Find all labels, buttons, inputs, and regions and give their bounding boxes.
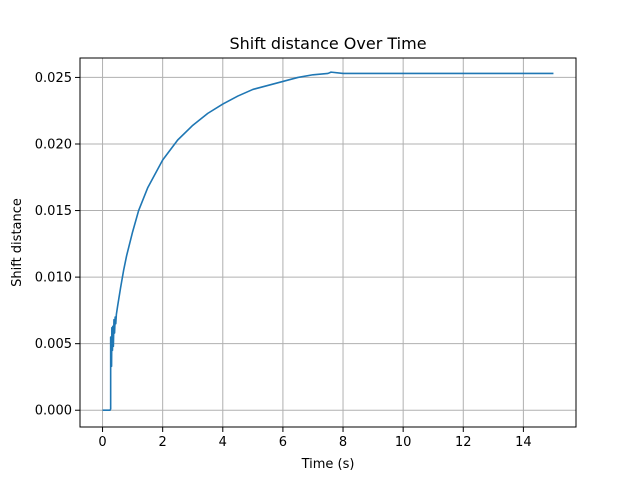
x-tick-label: 10 bbox=[395, 435, 412, 450]
y-tick-label: 0.020 bbox=[35, 137, 72, 152]
x-tick-label: 4 bbox=[219, 435, 227, 450]
x-tick-label: 14 bbox=[515, 435, 532, 450]
chart-title: Shift distance Over Time bbox=[229, 34, 426, 53]
x-axis-label: Time (s) bbox=[301, 457, 355, 472]
y-axis: 0.000 0.005 0.010 0.015 0.020 0.025 bbox=[35, 71, 80, 419]
y-tick-label: 0.015 bbox=[35, 204, 72, 219]
x-tick-label: 6 bbox=[279, 435, 287, 450]
y-tick-label: 0.005 bbox=[35, 337, 72, 352]
x-tick-label: 0 bbox=[98, 435, 106, 450]
series-line bbox=[102, 71, 554, 412]
y-tick-label: 0.025 bbox=[35, 71, 72, 86]
grid bbox=[80, 58, 576, 427]
x-tick-label: 2 bbox=[159, 435, 167, 450]
x-tick-label: 8 bbox=[339, 435, 347, 450]
x-axis: 0 2 4 6 8 10 12 14 bbox=[98, 427, 532, 450]
y-tick-label: 0.010 bbox=[35, 271, 72, 286]
axes-frame bbox=[79, 57, 577, 428]
y-tick-label: 0.000 bbox=[35, 404, 72, 419]
x-tick-label: 12 bbox=[455, 435, 472, 450]
y-axis-label: Shift distance bbox=[10, 198, 25, 287]
plot-area bbox=[102, 71, 554, 412]
